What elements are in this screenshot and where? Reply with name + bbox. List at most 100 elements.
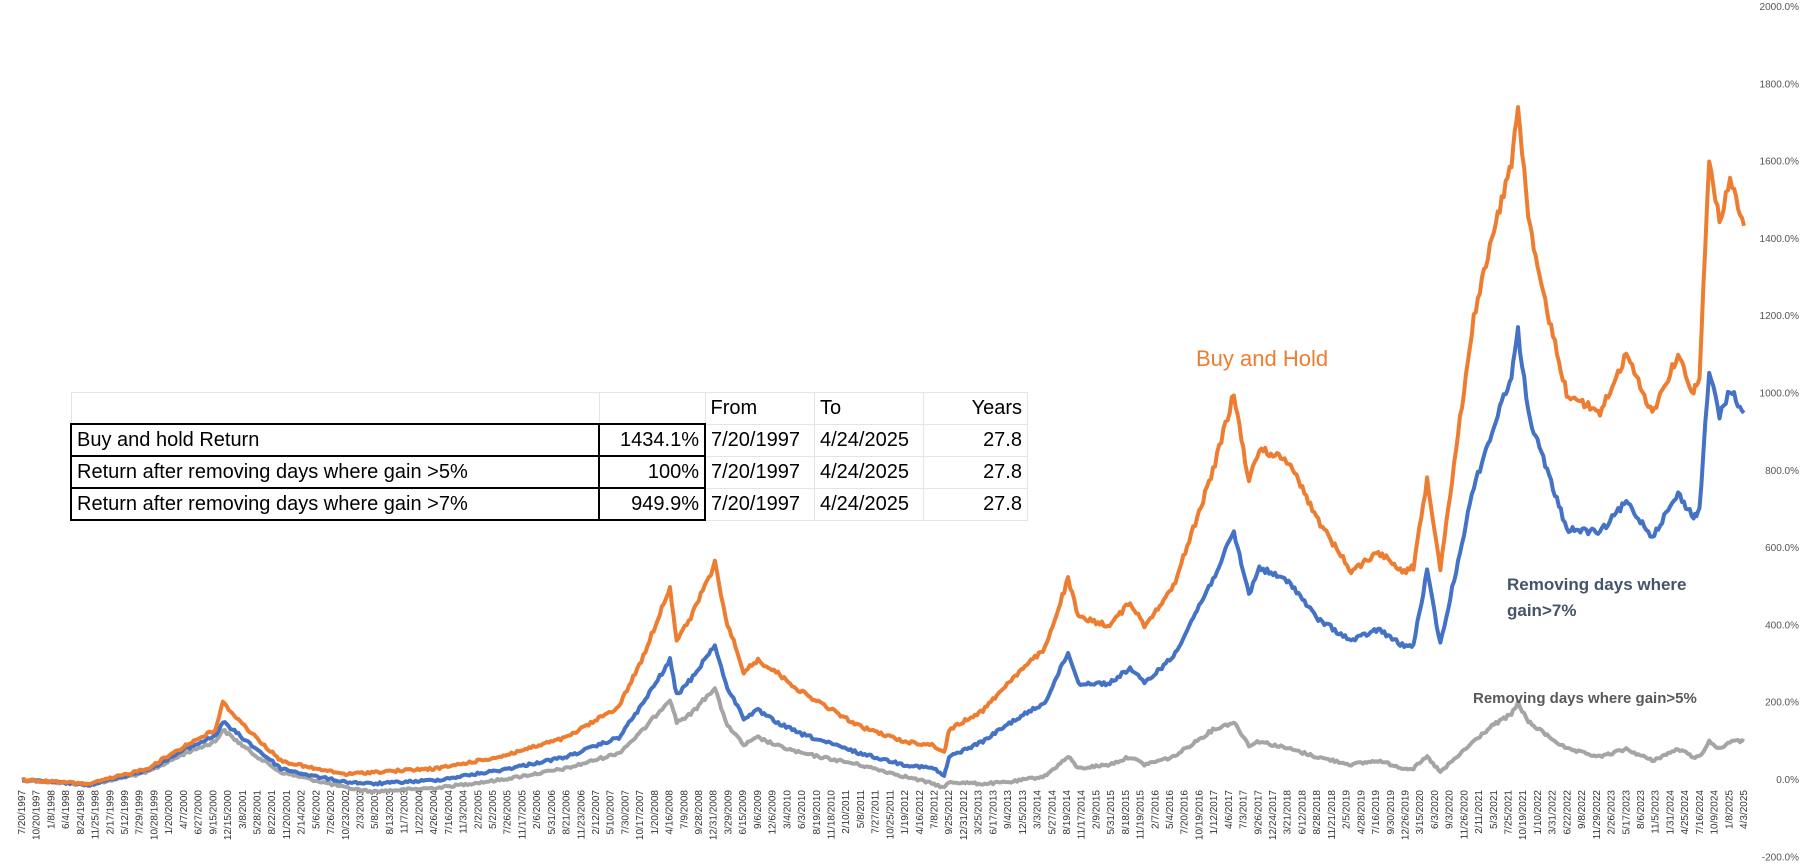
x-tick-label: 8/19/2014 (1062, 790, 1073, 835)
x-tick-label: 9/8/2022 (1577, 790, 1588, 829)
y-tick-label: 400.0% (1765, 620, 1799, 631)
x-tick-label: 2/17/1999 (105, 790, 116, 835)
x-tick-label: 1/10/2022 (1533, 790, 1544, 835)
x-tick-label: 7/3/2017 (1239, 790, 1250, 829)
row-to: 4/24/2025 (814, 455, 924, 489)
row-to: 4/24/2025 (814, 423, 924, 457)
y-tick-label: 1400.0% (1760, 234, 1800, 245)
x-tick-label: 2/26/2023 (1607, 790, 1618, 835)
x-tick-label: 3/8/2001 (238, 790, 249, 829)
x-tick-label: 2/14/2002 (297, 790, 308, 835)
x-tick-label: 2/5/2019 (1342, 790, 1353, 829)
x-tick-label: 5/27/2014 (1047, 790, 1058, 835)
row-return: 1434.1% (598, 423, 706, 457)
row-return: 949.9% (598, 487, 706, 521)
x-tick-label: 11/21/2018 (1327, 790, 1338, 840)
x-tick-label: 5/8/2011 (856, 790, 867, 829)
x-tick-label: 6/17/2013 (988, 790, 999, 835)
row-years: 27.8 (923, 487, 1028, 521)
x-tick-label: 7/27/2011 (871, 790, 882, 834)
x-tick-label: 4/3/2025 (1739, 790, 1750, 829)
x-tick-label: 7/20/1997 (17, 790, 28, 835)
x-tick-label: 11/17/2005 (517, 790, 528, 840)
x-tick-label: 10/28/1999 (149, 790, 160, 840)
y-tick-label: 200.0% (1765, 698, 1799, 709)
row-years: 27.8 (923, 455, 1028, 489)
x-tick-label: 3/4/2010 (782, 790, 793, 829)
x-tick-label: 1/22/2004 (414, 790, 425, 835)
x-tick-label: 3/29/2009 (723, 790, 734, 835)
x-tick-label: 5/31/2006 (547, 790, 558, 835)
x-tick-label: 5/3/2021 (1489, 790, 1500, 829)
x-tick-label: 4/16/2008 (665, 790, 676, 835)
x-tick-label: 6/15/2009 (738, 790, 749, 835)
x-axis: 7/20/1997 10/20/1997 1/8/1998 6/4/1998 8/24/… (17, 790, 1750, 840)
x-tick-label: 7/16/2024 (1695, 790, 1706, 835)
x-tick-label: 11/29/2022 (1592, 790, 1603, 840)
x-tick-label: 5/10/2007 (606, 790, 617, 835)
x-tick-label: 12/24/2017 (1268, 790, 1279, 840)
x-tick-label: 1/8/1998 (46, 790, 57, 829)
series-line-remove-gain-5pct (21, 686, 1746, 795)
x-tick-label: 3/25/2013 (974, 790, 985, 835)
x-tick-label: 9/30/2019 (1386, 790, 1397, 835)
x-tick-label: 8/24/1998 (76, 790, 87, 835)
x-tick-label: 9/6/2009 (753, 790, 764, 829)
x-tick-label: 6/3/2020 (1430, 790, 1441, 829)
x-tick-label: 9/28/2008 (694, 790, 705, 835)
annotation-remove-7pct-line2: gain>7% (1507, 601, 1576, 620)
header-cell-from: From (704, 392, 815, 425)
annotation-buy-and-hold: Buy and Hold (1196, 346, 1328, 371)
x-tick-label: 11/26/2020 (1459, 790, 1470, 840)
x-tick-label: 1/19/2012 (900, 790, 911, 835)
x-tick-label: 11/5/2023 (1651, 790, 1662, 834)
x-tick-label: 8/28/2018 (1312, 790, 1323, 835)
x-tick-label: 10/20/1997 (32, 790, 43, 840)
x-tick-label: 3/21/2018 (1283, 790, 1294, 835)
annotation-remove-7pct-line1: Removing days where (1507, 575, 1687, 594)
x-tick-label: 11/25/1998 (91, 790, 102, 840)
x-tick-label: 5/6/2002 (311, 790, 322, 829)
x-tick-label: 9/26/2017 (1253, 790, 1264, 835)
x-tick-label: 7/26/2005 (503, 790, 514, 835)
x-tick-label: 6/12/2018 (1297, 790, 1308, 835)
x-tick-label: 7/26/2002 (326, 790, 337, 835)
table-row: Return after removing days where gain >7… (70, 487, 1028, 521)
row-from: 7/20/1997 (705, 455, 815, 489)
x-tick-label: 9/3/2020 (1445, 790, 1456, 829)
x-tick-label: 5/2/2005 (488, 790, 499, 829)
x-tick-label: 8/22/2001 (267, 790, 278, 835)
x-tick-label: 12/15/2000 (223, 790, 234, 840)
x-tick-label: 8/21/2006 (562, 790, 573, 835)
x-tick-label: 4/7/2000 (179, 790, 190, 829)
x-tick-label: 5/28/2001 (252, 790, 263, 835)
table-row: Return after removing days where gain >5… (70, 455, 1028, 489)
x-tick-label: 5/4/2016 (1165, 790, 1176, 829)
x-tick-label: 11/19/2015 (1136, 790, 1147, 840)
x-tick-label: 2/11/2021 (1474, 790, 1485, 834)
x-tick-label: 7/9/2008 (679, 790, 690, 829)
row-from: 7/20/1997 (705, 487, 815, 521)
row-label: Return after removing days where gain >7… (70, 487, 600, 521)
row-label: Return after removing days where gain >5… (70, 455, 600, 489)
x-tick-label: 7/8/2012 (930, 790, 941, 829)
x-tick-label: 7/20/2016 (1180, 790, 1191, 835)
x-tick-label: 11/17/2014 (1077, 790, 1088, 840)
x-tick-label: 7/30/2007 (620, 790, 631, 835)
x-tick-label: 1/31/2024 (1665, 790, 1676, 835)
x-tick-label: 6/22/2022 (1562, 790, 1573, 835)
x-tick-label: 3/15/2020 (1415, 790, 1426, 835)
row-to: 4/24/2025 (814, 487, 924, 521)
row-from: 7/20/1997 (705, 423, 815, 457)
x-tick-label: 10/17/2007 (635, 790, 646, 840)
x-tick-label: 10/19/2021 (1518, 790, 1529, 840)
y-tick-label: 800.0% (1765, 466, 1799, 477)
header-cell-label (70, 392, 600, 425)
x-tick-label: 12/31/2008 (709, 790, 720, 840)
x-tick-label: 12/31/2012 (959, 790, 970, 840)
stats-table: From To Years Buy and hold Return 1434.1… (70, 392, 1028, 521)
header-cell-years: Years (923, 392, 1028, 425)
y-tick-label: 600.0% (1765, 543, 1799, 554)
x-tick-label: 2/10/2011 (841, 790, 852, 834)
